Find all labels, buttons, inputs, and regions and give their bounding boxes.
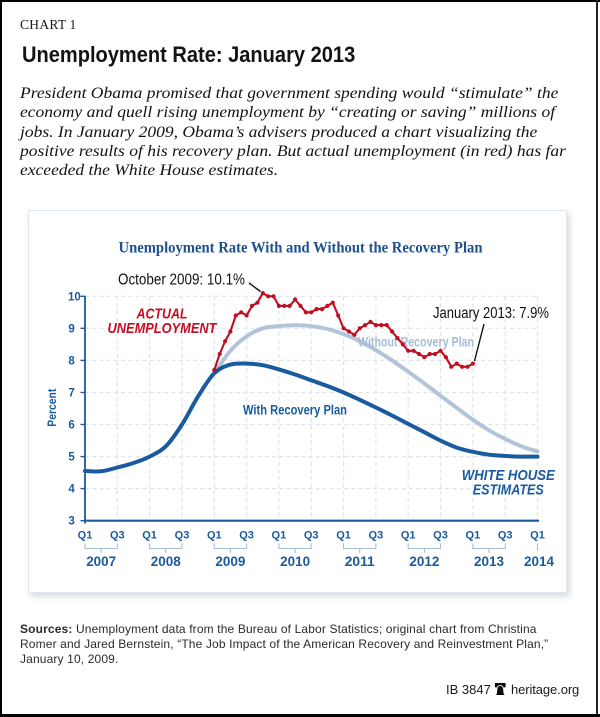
svg-text:2011: 2011: [345, 553, 375, 569]
svg-text:6: 6: [68, 420, 74, 432]
svg-text:9: 9: [68, 323, 74, 335]
svg-text:2007: 2007: [86, 553, 116, 569]
svg-text:Q1: Q1: [142, 530, 157, 542]
svg-text:UNEMPLOYMENT: UNEMPLOYMENT: [108, 320, 219, 337]
svg-text:October 2009: 10.1%: October 2009: 10.1%: [118, 272, 245, 289]
svg-text:2012: 2012: [409, 553, 439, 569]
svg-text:ESTIMATES: ESTIMATES: [473, 483, 544, 499]
svg-text:2008: 2008: [151, 553, 181, 569]
svg-text:Q1: Q1: [466, 530, 481, 542]
svg-text:7: 7: [68, 387, 74, 399]
svg-text:With Recovery Plan: With Recovery Plan: [243, 403, 347, 418]
svg-text:Unemployment Rate With and Wit: Unemployment Rate With and Without the R…: [119, 240, 483, 257]
svg-text:Q3: Q3: [498, 530, 513, 542]
svg-text:8: 8: [68, 355, 75, 367]
svg-text:2013: 2013: [474, 553, 504, 569]
svg-text:Percent: Percent: [47, 389, 59, 427]
svg-text:Q3: Q3: [239, 530, 254, 542]
svg-text:Q1: Q1: [336, 530, 351, 542]
svg-text:5: 5: [68, 452, 75, 464]
svg-text:4: 4: [68, 484, 75, 496]
svg-text:Q1: Q1: [78, 530, 93, 542]
svg-text:Q1: Q1: [401, 530, 416, 542]
svg-text:Without Recovery Plan: Without Recovery Plan: [358, 335, 474, 350]
svg-text:2010: 2010: [280, 553, 310, 569]
svg-text:Q3: Q3: [369, 530, 384, 542]
svg-text:Q1: Q1: [207, 530, 222, 542]
svg-text:Q1: Q1: [272, 530, 287, 542]
svg-text:Q3: Q3: [304, 530, 319, 542]
svg-text:January 2013: 7.9%: January 2013: 7.9%: [433, 305, 549, 322]
svg-text:Q1: Q1: [530, 530, 545, 542]
svg-text:2014: 2014: [524, 553, 554, 569]
svg-text:ACTUAL: ACTUAL: [136, 306, 188, 323]
svg-text:3: 3: [68, 516, 74, 528]
svg-text:10: 10: [68, 291, 81, 303]
svg-text:Q3: Q3: [175, 530, 190, 542]
svg-text:WHITE HOUSE: WHITE HOUSE: [462, 468, 556, 484]
svg-text:Q3: Q3: [433, 530, 448, 542]
svg-text:2009: 2009: [215, 553, 245, 569]
svg-text:Q3: Q3: [110, 530, 125, 542]
